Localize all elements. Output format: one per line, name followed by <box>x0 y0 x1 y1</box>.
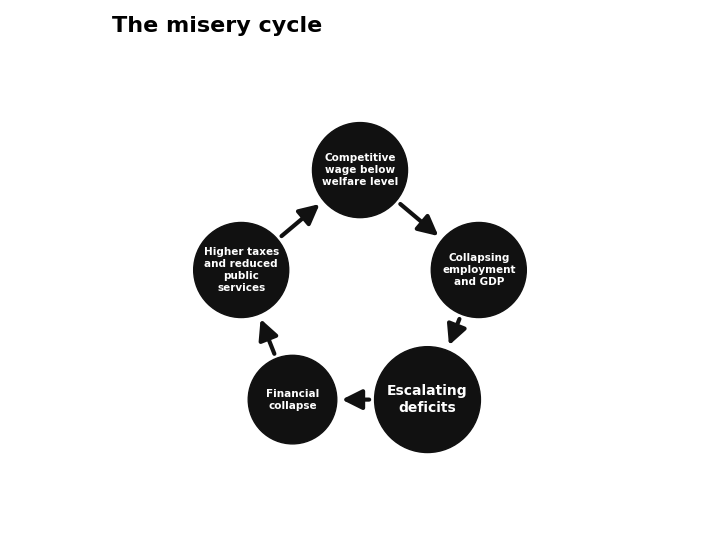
Text: The misery cycle: The misery cycle <box>112 16 322 36</box>
Circle shape <box>312 123 408 218</box>
Circle shape <box>194 222 289 318</box>
Text: Collapsing
employment
and GDP: Collapsing employment and GDP <box>442 253 516 287</box>
Text: Escalating
deficits: Escalating deficits <box>387 384 468 415</box>
Circle shape <box>431 222 526 318</box>
Circle shape <box>374 347 480 453</box>
Text: Higher taxes
and reduced
public
services: Higher taxes and reduced public services <box>204 247 279 293</box>
Text: Competitive
wage below
welfare level: Competitive wage below welfare level <box>322 153 398 187</box>
Circle shape <box>248 355 337 444</box>
Text: Financial
collapse: Financial collapse <box>266 389 319 410</box>
